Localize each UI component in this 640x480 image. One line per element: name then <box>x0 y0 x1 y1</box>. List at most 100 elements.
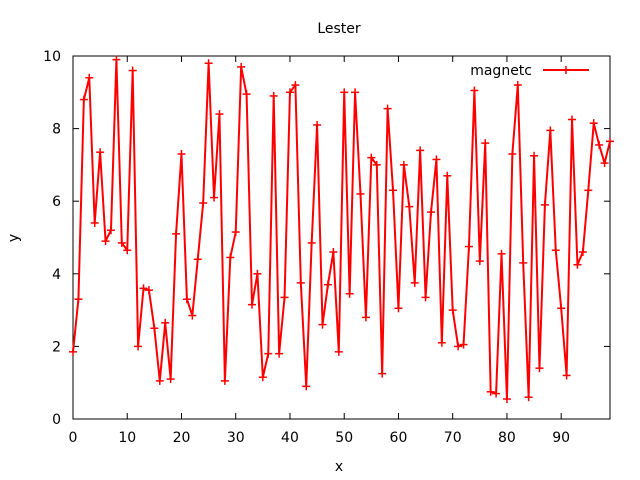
data-point <box>584 186 593 195</box>
data-point <box>540 200 549 209</box>
data-point <box>530 151 539 160</box>
x-tick-label: 0 <box>69 430 78 446</box>
data-point <box>264 349 273 358</box>
data-point <box>210 193 219 202</box>
data-point <box>378 369 387 378</box>
data-point <box>340 88 349 97</box>
data-point <box>79 95 88 104</box>
data-point <box>475 257 484 266</box>
data-point <box>502 395 511 404</box>
data-point <box>155 376 164 385</box>
data-point <box>242 90 251 99</box>
data-point <box>285 88 294 97</box>
x-tick-label: 70 <box>444 430 462 446</box>
data-point <box>361 313 370 322</box>
x-tick-label: 80 <box>498 430 516 446</box>
data-point <box>464 242 473 251</box>
data-point <box>345 289 354 298</box>
data-point <box>231 228 240 237</box>
legend-label: magnetc <box>470 63 532 79</box>
axis-ticks <box>72 55 610 420</box>
data-point <box>172 229 181 238</box>
legend: magnetc <box>470 63 589 79</box>
data-point <box>383 104 392 113</box>
data-point <box>573 260 582 269</box>
y-tick-label: 4 <box>52 267 61 283</box>
series-markers <box>69 55 614 404</box>
y-tick-label: 6 <box>52 194 61 210</box>
data-point <box>600 159 609 168</box>
data-point <box>470 86 479 95</box>
x-axis-label: x <box>335 459 343 475</box>
data-point <box>318 320 327 329</box>
data-point <box>448 306 457 315</box>
data-point <box>220 376 229 385</box>
data-point <box>226 253 235 262</box>
data-point <box>291 81 300 90</box>
data-point <box>535 364 544 373</box>
x-tick-label: 10 <box>118 430 136 446</box>
x-tick-label: 30 <box>227 430 245 446</box>
data-point <box>193 255 202 264</box>
data-point <box>432 155 441 164</box>
data-point <box>454 342 463 351</box>
data-point <box>416 146 425 155</box>
data-point <box>74 295 83 304</box>
y-axis-label: y <box>6 234 22 242</box>
data-point <box>123 246 132 255</box>
series-line-magnetc <box>72 58 611 401</box>
x-tick-label: 60 <box>390 430 408 446</box>
data-point <box>313 120 322 129</box>
data-point <box>258 373 267 382</box>
data-point <box>492 389 501 398</box>
data-point <box>351 88 360 97</box>
data-point <box>513 81 522 90</box>
data-point <box>427 208 435 217</box>
legend-marker <box>562 66 570 74</box>
y-tick-label: 0 <box>52 412 61 428</box>
data-point <box>85 73 94 82</box>
y-tick-label: 8 <box>52 122 61 138</box>
data-point <box>486 387 495 396</box>
data-point <box>161 318 170 327</box>
data-point <box>481 139 490 148</box>
x-tick-label: 90 <box>552 430 570 446</box>
data-point <box>144 286 153 295</box>
x-tick-label: 20 <box>173 430 191 446</box>
data-point <box>269 91 278 100</box>
data-point <box>106 226 115 235</box>
y-tick-label: 10 <box>43 49 61 65</box>
data-point <box>117 238 126 247</box>
data-point <box>323 280 332 289</box>
data-point <box>134 342 143 351</box>
data-point <box>248 300 256 309</box>
data-point <box>280 293 289 302</box>
data-point <box>101 237 110 246</box>
data-point <box>177 150 186 159</box>
data-point <box>557 304 566 313</box>
data-point <box>551 246 560 255</box>
data-point <box>367 153 376 162</box>
data-point <box>128 66 137 75</box>
data-point <box>150 324 159 333</box>
data-point <box>437 338 446 347</box>
data-point <box>519 258 528 267</box>
plot-frame <box>72 55 611 420</box>
data-point <box>69 347 77 356</box>
data-point <box>589 119 598 128</box>
data-point <box>524 393 533 402</box>
data-point <box>372 160 381 169</box>
data-point <box>182 295 191 304</box>
data-point <box>508 150 517 159</box>
data-point <box>410 278 419 287</box>
x-tick-label: 50 <box>335 430 353 446</box>
data-point <box>96 148 105 157</box>
data-point <box>399 160 408 169</box>
data-point <box>112 55 121 64</box>
data-point <box>562 371 571 380</box>
data-point <box>334 347 343 356</box>
data-point <box>188 311 197 320</box>
data-point <box>389 186 398 195</box>
data-point <box>595 140 604 149</box>
